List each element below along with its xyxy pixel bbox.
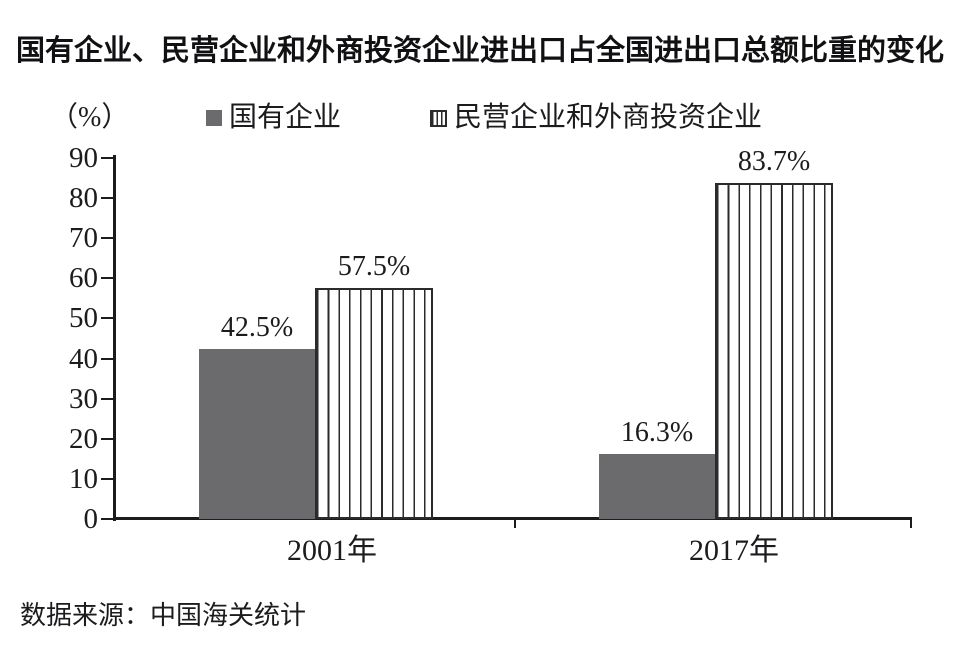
value-label-striped-2017年: 83.7% [737,146,811,178]
x-category-label-2017年: 2017年 [689,534,779,567]
legend-swatch-striped-icon [430,109,447,127]
x-axis-tick-1 [910,519,912,528]
x-category-label-2001年: 2001年 [287,534,377,567]
y-axis-line [113,155,116,521]
y-tick-label-20: 20 [69,422,98,455]
legend-item-state-owned: 国有企业 [206,101,341,135]
y-tick-0 [101,518,113,520]
y-tick-label-30: 30 [69,382,98,415]
value-label-striped-2001年: 57.5% [337,251,411,283]
y-tick-60 [101,277,113,280]
legend-item-private-foreign: 民营企业和外商投资企业 [430,101,762,135]
y-tick-80 [101,197,113,200]
value-label-solid-2017年: 16.3% [620,416,694,448]
data-source: 数据来源：中国海关统计 [20,601,307,630]
y-tick-50 [101,317,113,320]
value-label-solid-2001年: 42.5% [220,311,294,343]
bar-striped-2017年 [715,183,833,519]
y-tick-label-80: 80 [69,182,98,215]
y-tick-20 [101,437,113,440]
y-tick-label-60: 60 [69,262,98,295]
y-tick-label-10: 10 [69,462,98,495]
x-axis-tick-0 [514,519,516,528]
y-tick-label-0: 0 [83,503,99,535]
bar-striped-2001年 [315,288,433,519]
y-tick-40 [101,357,113,360]
y-tick-label-70: 70 [69,222,98,255]
x-axis-line [113,517,912,520]
legend-label-state-owned: 国有企业 [229,102,342,133]
y-tick-label-90: 90 [69,142,98,174]
chart-title: 国有企业、民营企业和外商投资企业进出口占全国进出口总额比重的变化 [15,35,944,67]
y-tick-30 [101,397,113,400]
y-tick-10 [101,477,113,480]
legend-swatch-solid-icon [206,110,222,126]
bar-solid-2017年 [599,453,715,519]
legend-label-private-foreign: 民营企业和外商投资企业 [454,102,763,133]
bar-solid-2001年 [199,348,315,519]
y-tick-label-50: 50 [69,302,98,335]
y-tick-90 [101,157,113,159]
y-tick-70 [101,237,113,240]
y-axis-unit-label: （%） [50,102,130,133]
y-tick-label-40: 40 [69,342,98,375]
